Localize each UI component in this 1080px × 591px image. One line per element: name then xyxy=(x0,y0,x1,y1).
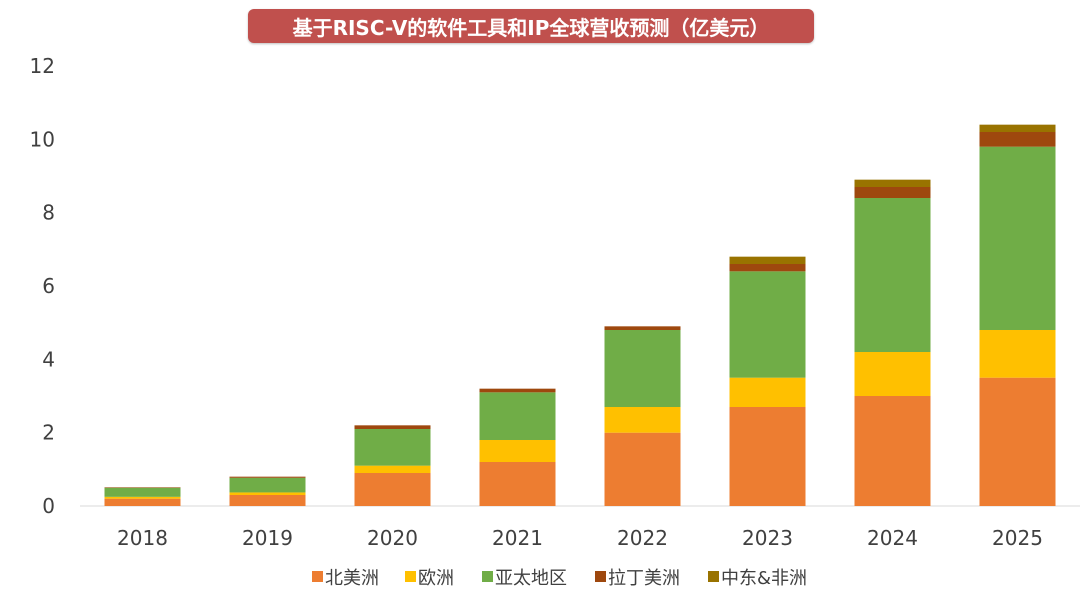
legend-swatch xyxy=(312,571,323,582)
bar-stack-2022 xyxy=(604,326,681,506)
y-tick-label: 8 xyxy=(42,201,55,225)
bars xyxy=(104,124,1056,506)
bar-segment-2022-3 xyxy=(604,326,681,330)
bar-stack-2021 xyxy=(479,388,556,506)
x-axis: 2018 2019 2020 2021 2022 2023 2024 2025 xyxy=(117,526,1043,550)
bar-segment-2022-0 xyxy=(604,432,681,506)
bar-stack-2020 xyxy=(354,425,431,506)
legend-swatch xyxy=(405,571,416,582)
bar-segment-2019-2 xyxy=(229,477,306,493)
bar-segment-2021-2 xyxy=(479,392,556,440)
x-tick-label: 2019 xyxy=(242,526,293,550)
y-tick-label: 2 xyxy=(42,421,55,445)
legend-item: 亚太地区 xyxy=(482,568,567,589)
legend-label: 亚太地区 xyxy=(495,568,567,589)
bar-stack-2025 xyxy=(979,124,1056,506)
bar-segment-2020-0 xyxy=(354,473,431,506)
x-tick-label: 2021 xyxy=(492,526,543,550)
x-tick-label: 2023 xyxy=(742,526,793,550)
bar-segment-2022-1 xyxy=(604,407,681,433)
y-tick-label: 0 xyxy=(42,494,55,518)
bar-segment-2023-1 xyxy=(729,377,806,407)
legend-item: 中东&非洲 xyxy=(708,568,807,589)
bar-segment-2021-3 xyxy=(479,388,556,393)
legend-swatch xyxy=(595,571,606,582)
bar-stack-2023 xyxy=(729,256,806,506)
bar-stack-2024 xyxy=(854,179,931,506)
bar-segment-2020-3 xyxy=(354,425,431,429)
legend-swatch xyxy=(482,571,493,582)
y-tick-label: 12 xyxy=(30,54,55,78)
bar-segment-2024-3 xyxy=(854,187,931,198)
bar-segment-2023-4 xyxy=(729,256,806,264)
bar-segment-2018-3 xyxy=(104,487,181,488)
legend-label: 拉丁美洲 xyxy=(608,568,680,589)
bar-segment-2019-3 xyxy=(229,476,306,478)
bar-segment-2023-2 xyxy=(729,271,806,378)
legend-item: 欧洲 xyxy=(405,568,454,589)
bar-segment-2024-1 xyxy=(854,352,931,396)
bar-segment-2025-4 xyxy=(979,124,1056,132)
x-tick-label: 2018 xyxy=(117,526,168,550)
bar-segment-2021-0 xyxy=(479,462,556,506)
x-tick-label: 2022 xyxy=(617,526,668,550)
legend-item: 北美洲 xyxy=(312,568,379,589)
y-tick-label: 6 xyxy=(42,274,55,298)
y-axis: 0 2 4 6 8 10 12 xyxy=(30,54,55,518)
bar-segment-2025-1 xyxy=(979,330,1056,378)
bar-segment-2025-3 xyxy=(979,132,1056,147)
legend-label: 欧洲 xyxy=(418,568,454,589)
legend-item: 拉丁美洲 xyxy=(595,568,680,589)
bar-segment-2020-2 xyxy=(354,429,431,466)
legend-label: 中东&非洲 xyxy=(721,568,807,589)
bar-segment-2024-4 xyxy=(854,179,931,187)
bar-segment-2018-0 xyxy=(104,498,181,506)
bar-segment-2019-0 xyxy=(229,495,306,506)
bar-segment-2019-1 xyxy=(229,492,306,495)
bar-segment-2021-1 xyxy=(479,440,556,462)
x-tick-label: 2020 xyxy=(367,526,418,550)
bar-segment-2018-1 xyxy=(104,496,181,499)
bar-segment-2024-0 xyxy=(854,396,931,506)
legend: 北美洲 欧洲 亚太地区 拉丁美洲 中东&非洲 xyxy=(312,568,807,589)
bar-segment-2018-2 xyxy=(104,487,181,497)
bar-segment-2022-2 xyxy=(604,330,681,407)
bar-segment-2025-2 xyxy=(979,146,1056,330)
chart-title: 基于RISC-V的软件工具和IP全球营收预测（亿美元） xyxy=(248,9,814,43)
legend-label: 北美洲 xyxy=(325,568,379,589)
bar-segment-2025-0 xyxy=(979,377,1056,506)
bar-segment-2023-0 xyxy=(729,407,806,506)
x-tick-label: 2024 xyxy=(867,526,918,550)
bar-segment-2024-2 xyxy=(854,198,931,352)
bar-segment-2023-3 xyxy=(729,264,806,272)
legend-swatch xyxy=(708,571,719,582)
x-tick-label: 2025 xyxy=(992,526,1043,550)
y-tick-label: 10 xyxy=(30,127,55,151)
y-tick-label: 4 xyxy=(42,347,55,371)
bar-stack-2018 xyxy=(104,487,181,506)
bar-segment-2020-1 xyxy=(354,465,431,473)
bar-stack-2019 xyxy=(229,476,306,506)
